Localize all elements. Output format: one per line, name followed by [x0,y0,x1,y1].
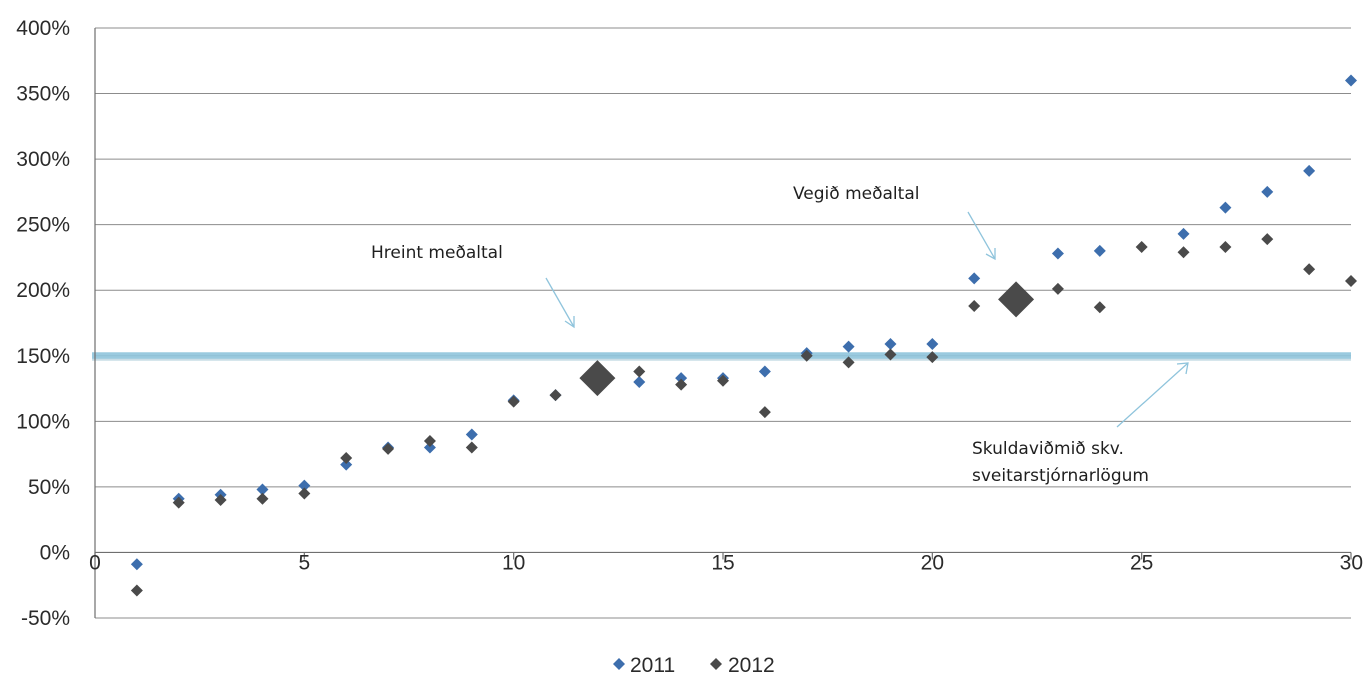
point-2012 [1345,275,1357,288]
y-tick-label: 200% [16,279,70,302]
point-2012 [633,365,646,378]
y-tick-label: 100% [16,410,70,433]
annotation-arrows [545,211,1189,428]
point-2012 [675,378,688,391]
data-points [130,74,1357,597]
point-2011 [758,365,771,378]
point-2012 [926,351,939,364]
point-2011 [1261,185,1274,198]
point-2011 [298,479,311,492]
arrow-hreint-head [564,316,575,329]
y-tick-label: -50% [21,607,70,630]
point-2011 [256,483,269,496]
point-2012 [1177,246,1190,259]
y-tick-label: 250% [16,214,70,237]
legend-label-2011: 2011 [630,654,675,677]
y-tick-label: 400% [16,17,70,40]
y-tick-label: 0% [40,541,70,564]
point-2011 [340,458,353,471]
y-tick-label: 300% [16,148,70,171]
legend-marker-2012 [710,658,722,670]
point-2012 [717,374,729,387]
x-tick-label: 30 [1340,551,1363,574]
point-2011 [465,428,478,441]
point-2012 [1135,240,1148,253]
point-2011 [1219,201,1232,214]
y-tick-label: 150% [16,345,70,368]
x-tick-labels: 0 5 10 15 20 25 30 [89,551,1363,574]
legend-marker-2011 [613,658,625,670]
point-2011 [884,337,897,350]
point-2012 [507,395,520,408]
point-2011 [968,272,981,285]
point-2012 [298,487,311,500]
point-2012 [130,584,143,597]
average-marker-vegid [998,281,1035,318]
point-2011 [1303,164,1316,177]
point-2012 [800,349,813,362]
arrow-vegid-head [985,248,996,261]
x-tick-label: 20 [921,551,944,574]
point-2011 [633,376,646,388]
arrow-hreint-shaft [545,277,575,328]
point-2011 [926,337,939,350]
point-2011 [1345,74,1357,87]
x-tick-label: 5 [298,551,310,574]
point-2012 [1093,301,1106,314]
average-markers [579,281,1035,397]
point-2012 [382,442,395,455]
x-tick-label: 0 [89,551,101,574]
axes [94,28,1352,618]
point-2012 [1261,233,1274,246]
point-2011 [842,340,855,353]
point-2012 [1303,263,1316,276]
reference-line-group [92,352,1351,361]
point-2011 [675,372,688,385]
x-tick-label: 25 [1130,551,1153,574]
annotation-skuldavidmid-line2: sveitarstjórnarlögum [972,466,1149,486]
point-2011 [130,558,143,571]
point-2012 [465,441,478,454]
y-tick-labels: -50% 0% 50% 100% 150% 200% 250% 300% 350% 400% [16,17,70,630]
x-tick-label: 15 [711,551,734,574]
point-2012 [968,299,981,312]
point-2011 [1177,227,1190,240]
point-2012 [884,348,897,361]
grid-lines [95,27,1351,619]
point-2012 [549,389,562,402]
average-marker-hreint [579,360,616,397]
point-2012 [842,356,855,369]
annotation-skuldavidmid-line1: Skuldaviðmið skv. [972,439,1124,459]
annotation-vegid-medaltal: Vegið meðaltal [793,184,919,204]
y-tick-label: 50% [28,476,70,499]
point-2012 [1219,240,1232,253]
arrow-skuld-shaft [1116,362,1189,428]
point-2011 [1093,244,1106,257]
point-2012 [1051,282,1064,295]
point-2012 [214,494,227,506]
legend: 2011 2012 [613,654,775,677]
x-tick-label: 10 [502,551,525,574]
point-2012 [758,406,771,419]
point-2011 [1051,247,1064,260]
annotation-hreint-medaltal: Hreint meðaltal [371,243,503,263]
arrow-skuld-head [1176,362,1189,375]
point-2011 [423,441,436,454]
point-2012 [340,452,353,465]
point-2012 [256,492,269,505]
y-tick-label: 350% [16,83,70,106]
point-2012 [172,496,185,509]
arrow-vegid-shaft [967,211,996,260]
point-2012 [423,435,436,447]
legend-label-2012: 2012 [728,654,775,677]
